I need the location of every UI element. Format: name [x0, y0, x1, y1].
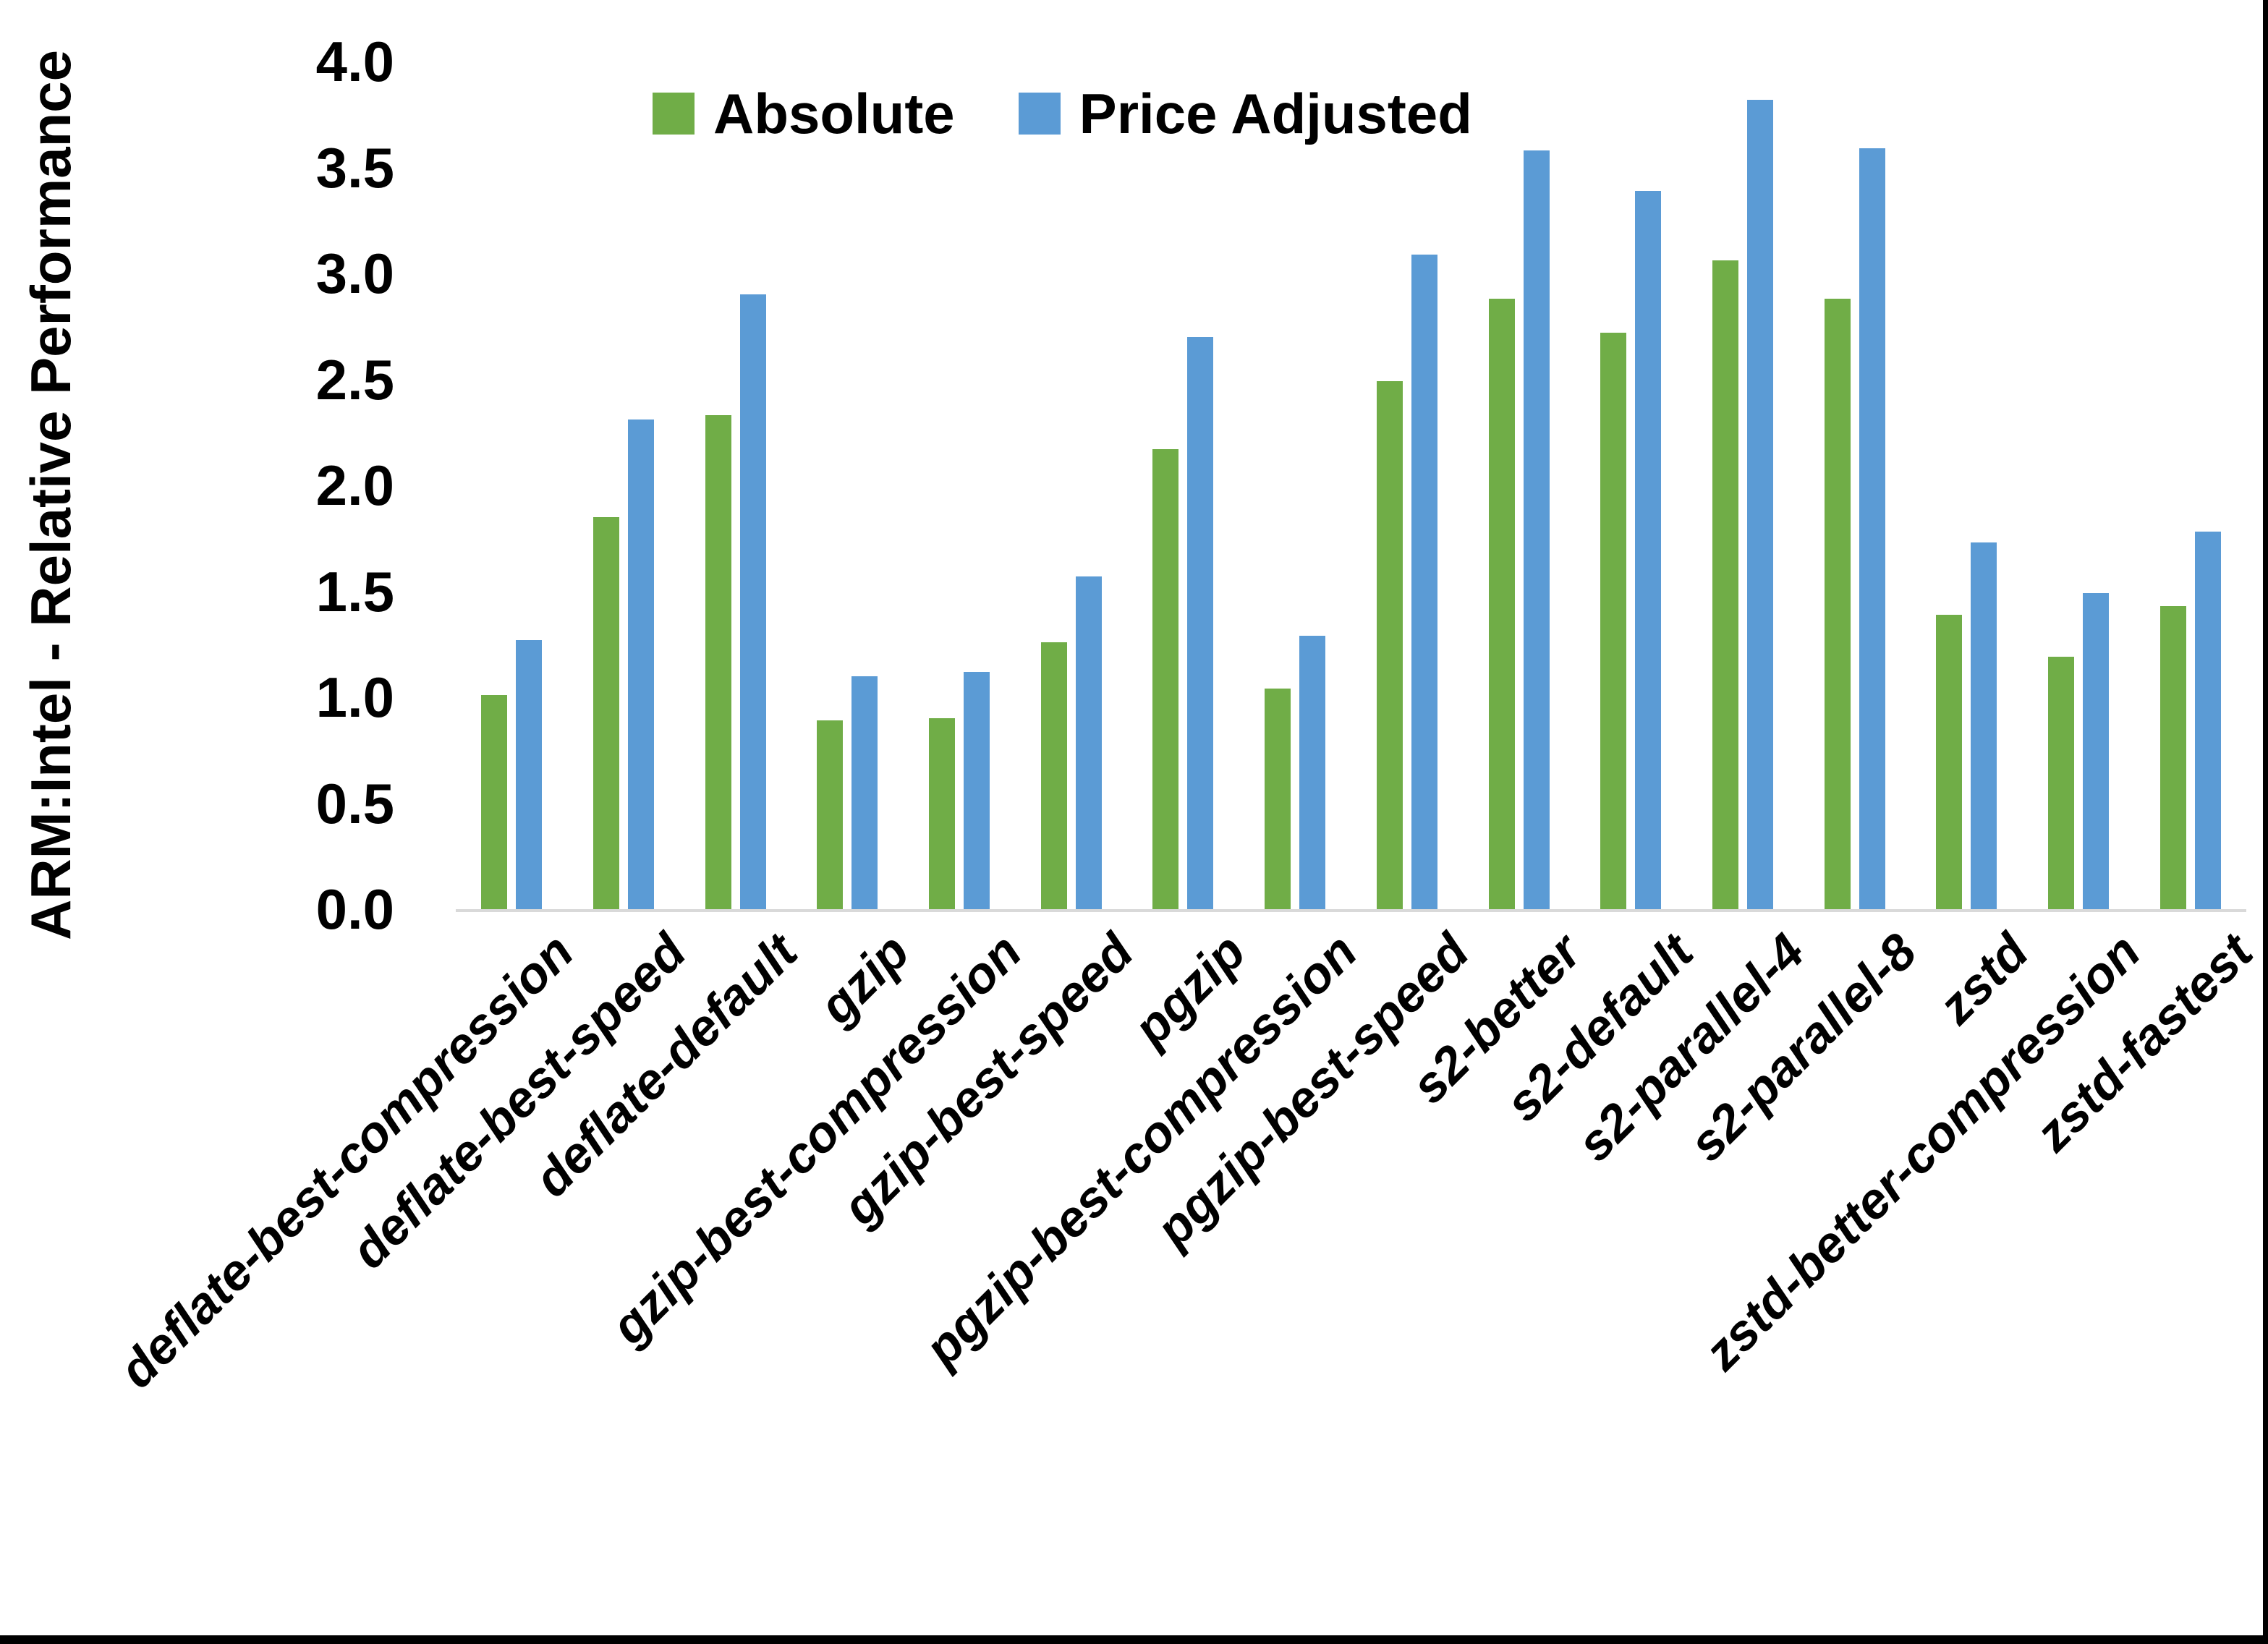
y-tick-label: 0.0 [315, 877, 394, 941]
bottom-border-line [0, 1635, 2268, 1644]
legend-item-price-adjusted: Price Adjusted [1018, 82, 1472, 145]
y-tick-label: 2.0 [315, 453, 394, 517]
bar-group-deflate-best-compression [456, 61, 568, 909]
y-tick-label: 4.0 [315, 30, 394, 93]
bar-price-adjusted [1187, 337, 1214, 909]
bar-group-pgzip-best-compression [1239, 61, 1351, 909]
bar-group-deflate-default [679, 61, 791, 909]
bar-price-adjusted [964, 672, 990, 909]
bar-price-adjusted [851, 676, 878, 909]
bar-group-gzip-best-speed [1015, 61, 1127, 909]
bar-price-adjusted [1971, 542, 1997, 909]
bar-absolute [2159, 606, 2186, 909]
bar-group-zstd [1911, 61, 2023, 909]
legend-swatch-icon [1018, 93, 1061, 135]
bar-price-adjusted [2194, 532, 2221, 909]
bar-group-s2-default [1575, 61, 1687, 909]
bar-price-adjusted [628, 419, 655, 909]
right-border-line [2263, 0, 2268, 1644]
legend-label: Absolute [713, 82, 955, 145]
bar-price-adjusted [2082, 593, 2109, 909]
bar-price-adjusted [1746, 100, 1773, 909]
y-tick-label: 1.5 [315, 559, 394, 623]
bar-absolute [1265, 689, 1291, 909]
bar-group-gzip-best-compression [904, 61, 1016, 909]
legend-item-absolute: Absolute [653, 85, 955, 142]
legend-label: Price Adjusted [1079, 82, 1472, 145]
bar-group-zstd-fastest [2134, 61, 2246, 909]
bar-group-gzip [791, 61, 904, 909]
bar-absolute [593, 517, 620, 909]
y-axis-title: ARM:Intel - Relative Performance [19, 50, 82, 940]
y-tick-label: 3.0 [315, 242, 394, 305]
bar-absolute [1712, 260, 1738, 909]
bar-group-deflate-best-speed [568, 61, 680, 909]
bar-group-s2-better [1463, 61, 1575, 909]
legend-swatch-icon [653, 93, 695, 135]
x-axis-label-deflate-best-compression: deflate-best-compression [109, 923, 585, 1399]
bar-group-pgzip [1127, 61, 1239, 909]
bar-price-adjusted [739, 294, 766, 909]
y-tick-label: 0.5 [315, 771, 394, 835]
y-tick-label: 1.0 [315, 665, 394, 729]
bar-absolute [817, 720, 844, 909]
bar-absolute [705, 415, 731, 909]
bar-price-adjusted [1635, 191, 1662, 909]
bar-absolute [481, 695, 508, 909]
bar-price-adjusted [1523, 150, 1550, 909]
bar-absolute [1152, 449, 1179, 909]
bar-price-adjusted [1859, 148, 1885, 909]
y-tick-label: 2.5 [315, 347, 394, 412]
plot-area [456, 61, 2246, 912]
chart-legend: Absolute Price Adjusted [653, 85, 1472, 142]
bar-price-adjusted [1411, 255, 1437, 909]
bar-absolute [1936, 615, 1963, 909]
bar-price-adjusted [1075, 576, 1102, 909]
bar-absolute [1040, 642, 1067, 909]
bar-absolute [1376, 381, 1403, 909]
bar-absolute [1824, 299, 1851, 909]
bar-absolute [1600, 333, 1627, 909]
bar-group-zstd-better-compression [2023, 61, 2135, 909]
bar-absolute [929, 718, 956, 909]
bar-price-adjusted [516, 640, 543, 909]
bar-absolute [1488, 299, 1515, 909]
bar-group-pgzip-best-speed [1351, 61, 1464, 909]
bar-absolute [2047, 657, 2074, 909]
bar-group-s2-parallel-8 [1798, 61, 1911, 909]
bar-group-s2-parallel-4 [1687, 61, 1799, 909]
bar-price-adjusted [1299, 636, 1326, 909]
y-tick-label: 3.5 [315, 135, 394, 200]
